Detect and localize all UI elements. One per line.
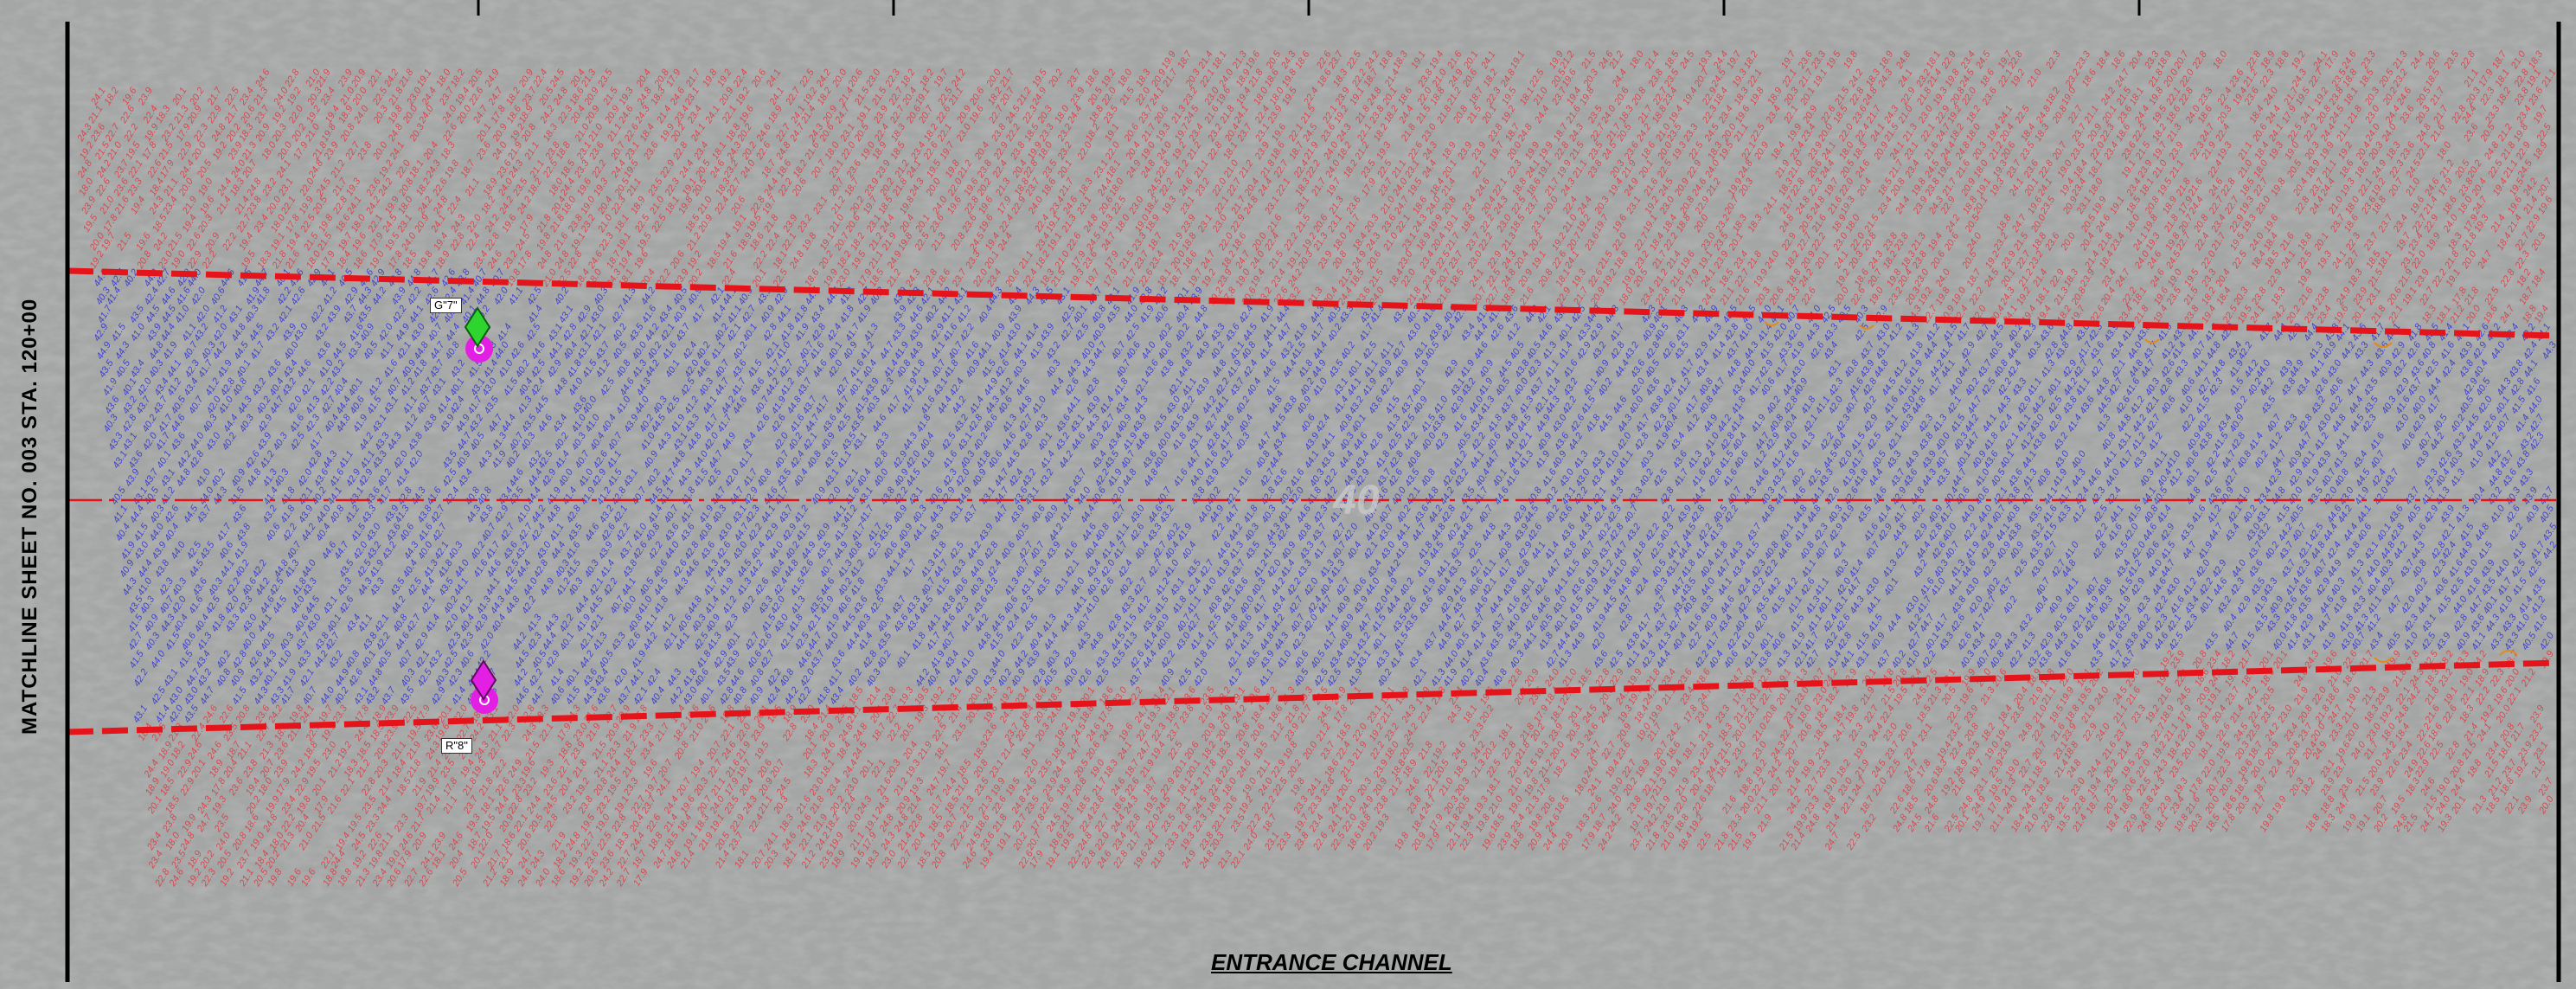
hydrographic-survey-map: 24.319.224.818.023.919.520.019.244.840.3… <box>0 0 2576 989</box>
seabed-texture <box>0 0 2576 989</box>
